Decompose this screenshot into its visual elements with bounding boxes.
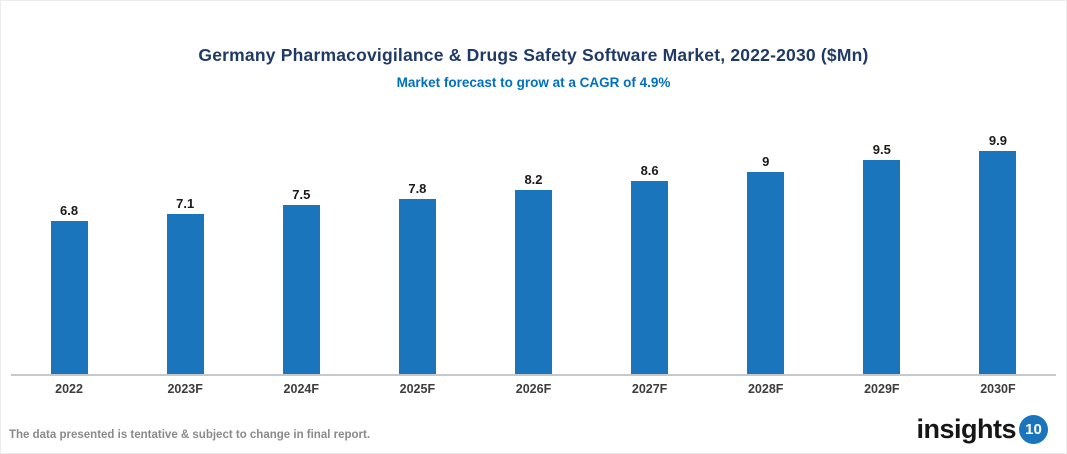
bar-value-label: 7.1 <box>176 196 195 212</box>
bar-2026f <box>514 189 552 374</box>
x-axis-label-2025f: 2025F <box>399 382 436 396</box>
bar-group-2028f: 9 <box>708 153 824 374</box>
bar-group-2024f: 7.5 <box>243 187 359 374</box>
x-axis-label-2024f: 2024F <box>283 382 319 396</box>
x-axis-label-2027f: 2027F <box>631 382 668 396</box>
logo-wordmark: insights <box>916 414 1016 444</box>
bar-group-2025f: 7.8 <box>359 180 475 374</box>
bar-value-label: 9 <box>762 153 770 169</box>
bar-value-label: 9.5 <box>872 142 891 158</box>
x-axis-label-2029f: 2029F <box>864 382 900 396</box>
bar-2029f <box>863 160 901 374</box>
x-axis-label-2022: 2022 <box>55 382 83 396</box>
bar-2023f <box>166 214 204 374</box>
x-axis-label-2023f: 2023F <box>167 382 203 396</box>
bar-group-2030f: 9.9 <box>940 133 1056 374</box>
bar-2030f <box>979 151 1017 374</box>
plot-area: 6.8 7.1 7.5 7.8 8.2 8.6 <box>11 129 1056 376</box>
x-axis-label-2026f: 2026F <box>515 382 552 396</box>
chart-header: Germany Pharmacovigilance & Drugs Safety… <box>1 1 1066 90</box>
disclaimer-text: The data presented is tentative & subjec… <box>9 429 371 441</box>
bar-value-label: 8.2 <box>524 171 543 187</box>
chart-title: Germany Pharmacovigilance & Drugs Safety… <box>198 45 869 65</box>
bar-value-label: 6.8 <box>60 203 79 218</box>
chart-subtitle: Market forecast to grow at a CAGR of 4.9… <box>396 75 671 90</box>
bar-2024f <box>282 205 320 374</box>
insights10-logo: insights 10 <box>916 414 1048 445</box>
bar-2028f <box>747 171 785 374</box>
bar-group-2022: 6.8 <box>11 203 127 374</box>
bar-group-2023f: 7.1 <box>127 196 243 374</box>
bar-value-label: 9.9 <box>988 133 1007 149</box>
bar-group-2027f: 8.6 <box>592 162 708 374</box>
bar-chart: 6.8 7.1 7.5 7.8 8.2 8.6 <box>11 129 1056 396</box>
x-axis-label-2030f: 2030F <box>980 382 1016 396</box>
bar-2025f <box>398 198 436 374</box>
x-axis-label-2028f: 2028F <box>747 382 784 396</box>
x-axis-labels: 2022 2023F 2024F 2025F 2026F 2027F 2028F… <box>11 382 1056 396</box>
bar-group-2029f: 9.5 <box>824 142 940 374</box>
logo-10-badge: 10 <box>1019 415 1048 444</box>
bar-value-label: 7.5 <box>292 187 311 203</box>
bar-value-label: 7.8 <box>408 180 427 196</box>
footer: The data presented is tentative & subjec… <box>9 414 1048 445</box>
bar-group-2026f: 8.2 <box>475 171 591 374</box>
bar-2022 <box>50 221 88 374</box>
bar-2027f <box>631 180 669 374</box>
bar-value-label: 8.6 <box>640 162 659 178</box>
